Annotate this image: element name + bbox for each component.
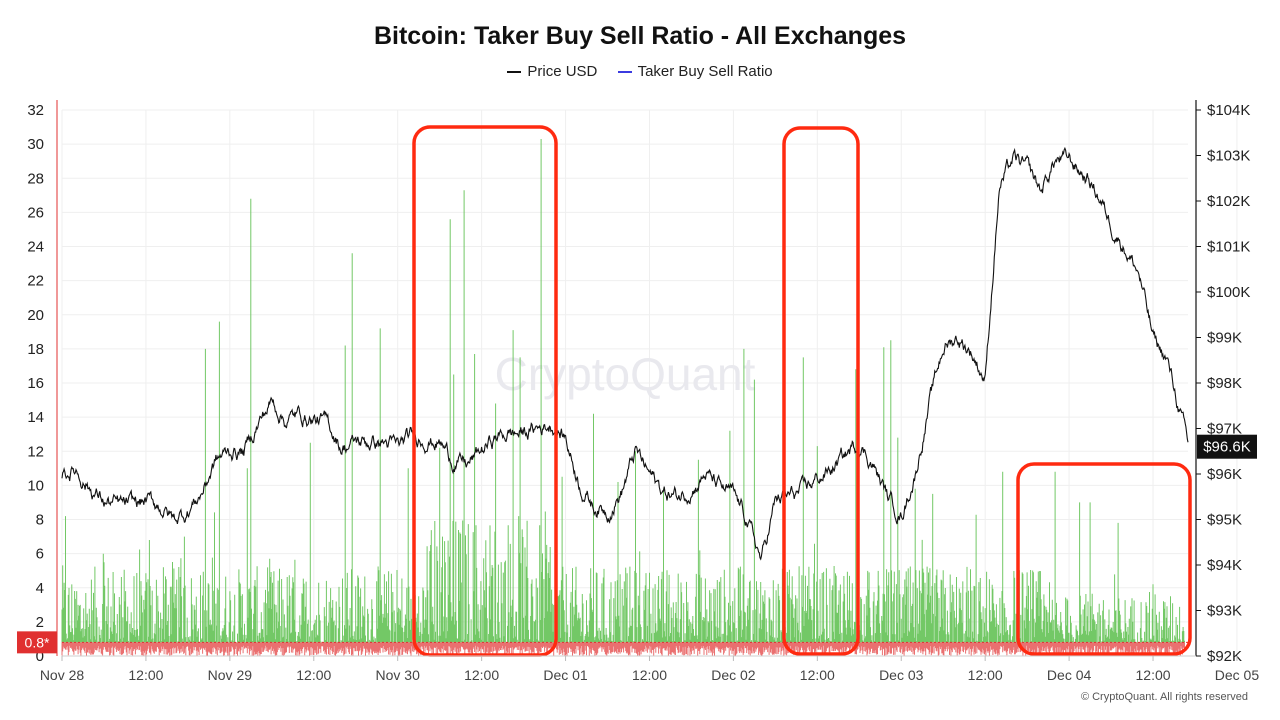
x-tick-label: Nov 29: [208, 667, 253, 683]
y-left-tick-label: 28: [27, 170, 44, 187]
highlight-box: [782, 126, 860, 656]
legend-item-price[interactable]: Price USD: [507, 63, 597, 80]
y-left-tick-label: 18: [27, 341, 44, 358]
highlight-box: [1016, 462, 1192, 656]
x-tick-label: 12:00: [1136, 667, 1171, 683]
x-tick-label: Dec 05: [1215, 667, 1260, 683]
legend-label-price: Price USD: [527, 63, 598, 80]
y-left-tick-label: 6: [36, 546, 44, 563]
y-right-tick-label: $104K: [1207, 102, 1250, 119]
y-left-tick-label: 32: [27, 102, 44, 119]
x-tick-label: 12:00: [464, 667, 499, 683]
y-left-tick-label: 26: [27, 204, 44, 221]
x-tick-label: Nov 30: [376, 667, 421, 683]
y-right-tick-label: $101K: [1207, 239, 1250, 256]
legend-item-ratio[interactable]: Taker Buy Sell Ratio: [617, 63, 773, 80]
y-right-tick-label: $94K: [1207, 557, 1242, 574]
legend-swatch-ratio: [617, 71, 632, 74]
threshold-label: 0.8*: [25, 634, 50, 650]
y-right-tick-label: $103K: [1207, 148, 1250, 165]
x-tick-label: 12:00: [632, 667, 667, 683]
x-tick-label: Dec 03: [879, 667, 924, 683]
y-left-tick-label: 20: [27, 307, 44, 324]
x-tick-label: 12:00: [128, 667, 163, 683]
copyright-text: © CryptoQuant. All rights reserved: [1080, 691, 1248, 703]
ratio-bars-below: [61, 642, 1185, 656]
x-tick-label: Dec 01: [543, 667, 588, 683]
y-left-tick-label: 0: [36, 648, 44, 665]
y-right-tick-label: $100K: [1207, 284, 1250, 301]
last-price-label-box: [1197, 434, 1257, 459]
y-left-tick-label: 16: [27, 375, 44, 392]
y-left-tick-label: 22: [27, 273, 44, 290]
x-tick-label: 12:00: [800, 667, 835, 683]
legend-label-ratio: Taker Buy Sell Ratio: [637, 63, 773, 80]
x-tick-label: Dec 02: [711, 667, 756, 683]
y-left-tick-label: 10: [27, 477, 44, 494]
legend-swatch-price: [507, 71, 522, 74]
x-tick-label: Dec 04: [1047, 667, 1092, 683]
y-right-tick-label: $93K: [1207, 603, 1242, 620]
y-left-tick-label: 14: [27, 409, 44, 426]
y-left-tick-label: 8: [36, 512, 44, 529]
y-left-tick-label: 12: [27, 443, 44, 460]
y-left-tick-label: 24: [27, 239, 44, 256]
y-left-tick-label: 4: [36, 580, 44, 597]
legend: Price USD Taker Buy Sell Ratio: [0, 63, 1280, 80]
y-left-tick-label: 30: [27, 136, 44, 153]
y-right-tick-label: $102K: [1207, 193, 1250, 210]
watermark: CryptoQuant: [495, 348, 756, 400]
chart-title: Bitcoin: Taker Buy Sell Ratio - All Exch…: [373, 22, 907, 50]
x-tick-label: Nov 28: [40, 667, 85, 683]
y-right-tick-label: $96K: [1207, 466, 1242, 483]
y-right-tick-label: $98K: [1207, 375, 1242, 392]
y-right-tick-label: $92K: [1207, 648, 1242, 665]
threshold-label-box: [17, 631, 57, 654]
y-right-tick-label: $99K: [1207, 330, 1242, 347]
x-tick-label: 12:00: [968, 667, 1003, 683]
y-right-tick-label: $95K: [1207, 512, 1242, 529]
highlight-box: [412, 125, 558, 657]
y-right-tick-label: $97K: [1207, 421, 1242, 438]
price-line: [61, 146, 1189, 561]
x-tick-label: 12:00: [296, 667, 331, 683]
last-price-label: $96.6K: [1203, 439, 1251, 456]
y-left-tick-label: 2: [36, 614, 44, 631]
